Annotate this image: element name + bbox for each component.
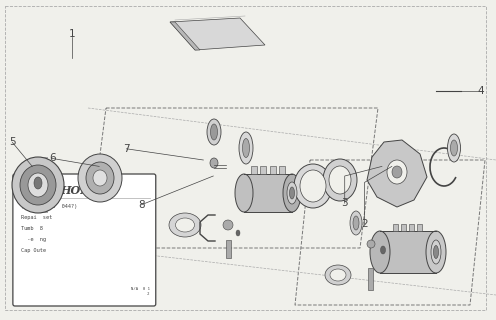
Polygon shape	[170, 18, 265, 50]
Ellipse shape	[239, 132, 253, 164]
Ellipse shape	[350, 211, 362, 235]
Ellipse shape	[78, 154, 122, 202]
Text: (16S Et Son  044?): (16S Et Son 044?)	[21, 204, 77, 209]
Ellipse shape	[283, 174, 301, 212]
Bar	[401, 224, 406, 231]
Text: 4: 4	[478, 86, 485, 96]
Ellipse shape	[93, 170, 107, 186]
Text: 7: 7	[123, 144, 130, 154]
Ellipse shape	[447, 134, 460, 162]
Ellipse shape	[431, 240, 441, 264]
Ellipse shape	[370, 231, 390, 273]
Ellipse shape	[392, 166, 402, 178]
Text: -e  ng: -e ng	[21, 237, 46, 242]
Polygon shape	[380, 231, 436, 273]
Ellipse shape	[236, 230, 240, 236]
Bar	[260, 166, 266, 174]
Ellipse shape	[323, 159, 357, 201]
Bar	[393, 224, 398, 231]
Ellipse shape	[290, 187, 295, 199]
Polygon shape	[170, 22, 200, 50]
Text: HONDA: HONDA	[60, 185, 109, 196]
Text: Tumb  8: Tumb 8	[21, 226, 43, 231]
Ellipse shape	[235, 174, 253, 212]
Text: Repai  set: Repai set	[21, 215, 52, 220]
Ellipse shape	[300, 170, 326, 202]
Ellipse shape	[330, 269, 346, 281]
Ellipse shape	[176, 218, 194, 232]
Text: 6: 6	[49, 153, 56, 164]
Circle shape	[223, 220, 233, 230]
Ellipse shape	[287, 182, 297, 204]
Ellipse shape	[426, 231, 446, 273]
Circle shape	[367, 240, 375, 248]
Ellipse shape	[207, 119, 221, 145]
Ellipse shape	[294, 164, 332, 208]
Bar	[270, 166, 276, 174]
Ellipse shape	[34, 177, 42, 189]
Ellipse shape	[210, 124, 218, 140]
Ellipse shape	[329, 166, 351, 194]
Text: 5: 5	[9, 137, 16, 148]
Ellipse shape	[20, 165, 56, 205]
Ellipse shape	[12, 157, 64, 213]
Ellipse shape	[450, 140, 457, 156]
Bar	[417, 224, 422, 231]
Ellipse shape	[380, 246, 385, 254]
Bar	[409, 224, 414, 231]
Ellipse shape	[28, 173, 48, 197]
Bar	[368, 268, 373, 290]
Text: 8: 8	[138, 200, 145, 210]
Ellipse shape	[325, 265, 351, 285]
Text: N/A  0 1
           2: N/A 0 1 2	[121, 287, 150, 296]
Ellipse shape	[434, 245, 438, 259]
Polygon shape	[244, 174, 292, 212]
FancyBboxPatch shape	[13, 174, 156, 306]
Bar	[226, 240, 231, 258]
Bar	[36, 157, 48, 213]
Ellipse shape	[210, 158, 218, 168]
Ellipse shape	[353, 216, 359, 230]
Text: 3: 3	[341, 198, 348, 208]
Ellipse shape	[169, 213, 201, 237]
Polygon shape	[367, 140, 427, 207]
Ellipse shape	[387, 160, 407, 184]
Text: 1: 1	[68, 28, 75, 39]
Ellipse shape	[243, 139, 249, 157]
Bar	[251, 166, 257, 174]
Text: Cap Oute: Cap Oute	[21, 248, 46, 253]
Bar	[279, 166, 285, 174]
Text: 2: 2	[361, 219, 368, 229]
Ellipse shape	[86, 162, 114, 194]
